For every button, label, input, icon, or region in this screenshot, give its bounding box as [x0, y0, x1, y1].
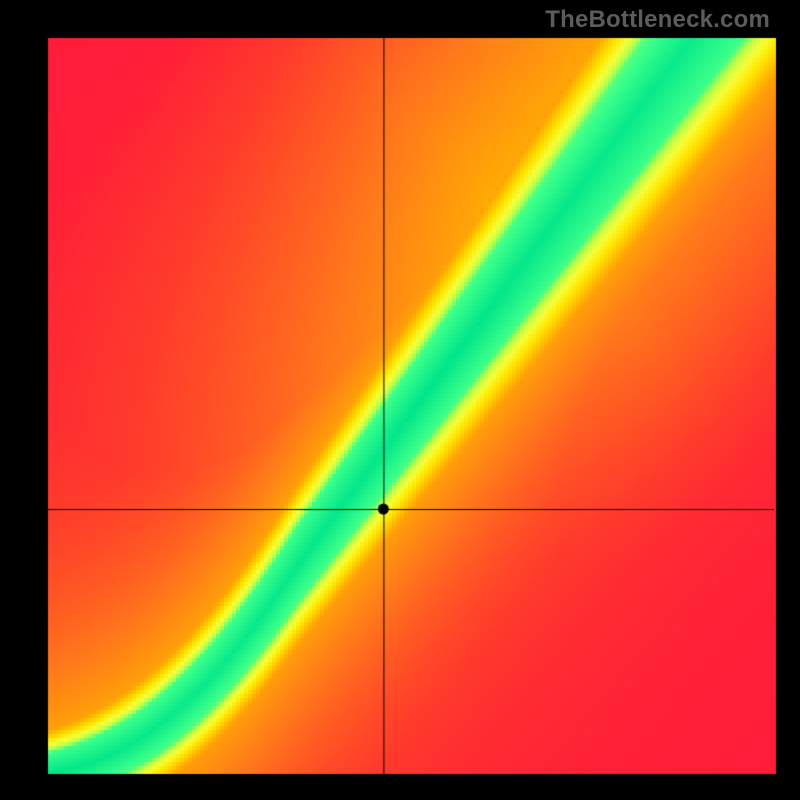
- bottleneck-heatmap: [0, 0, 800, 800]
- watermark-text: TheBottleneck.com: [545, 6, 770, 34]
